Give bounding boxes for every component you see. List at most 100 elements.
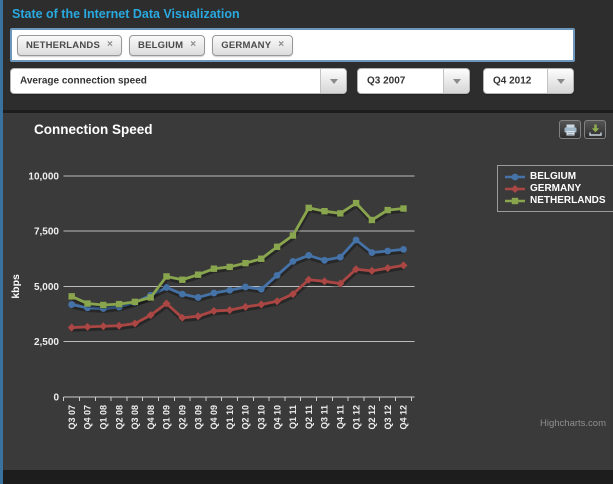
data-point-marker[interactable] (352, 265, 361, 274)
x-axis-tick-label: Q3 09 (193, 405, 203, 430)
page-title: State of the Internet Data Visualization (12, 7, 240, 21)
data-point-marker[interactable] (304, 275, 313, 284)
metric-select-arrow-button[interactable] (320, 69, 346, 93)
x-axis-tick-label: Q4 07 (83, 405, 93, 430)
download-chart-button[interactable] (584, 120, 606, 139)
legend-item-germany[interactable]: GERMANY (505, 183, 606, 194)
metric-select[interactable]: Average connection speed (10, 68, 347, 94)
data-point-marker[interactable] (210, 265, 218, 272)
data-point-marker[interactable] (100, 301, 107, 309)
data-point-marker[interactable] (241, 302, 250, 311)
data-point-marker[interactable] (194, 312, 203, 321)
y-axis-title: kbps (10, 274, 22, 299)
chart-panel: Connection Speed 0 2,500 5,000 7,500 10,000 k… (3, 113, 613, 470)
data-point-marker[interactable] (130, 319, 139, 328)
connection-speed-chart[interactable]: 0 2,500 5,000 7,500 10,000 kbps Q3 07 Q4 07 Q1 0… (3, 113, 613, 470)
data-point-marker[interactable] (273, 297, 282, 306)
data-point-marker[interactable] (194, 271, 202, 278)
start-quarter-value: Q3 2007 (367, 75, 406, 87)
legend-item-netherlands[interactable]: NETHERLANDS (505, 195, 606, 206)
window-edge-strip (0, 0, 3, 484)
data-point-marker[interactable] (400, 205, 407, 212)
remove-tag-icon[interactable]: × (106, 39, 114, 50)
data-point-marker[interactable] (273, 243, 281, 251)
data-point-marker[interactable] (399, 261, 408, 270)
data-point-marker[interactable] (146, 311, 155, 320)
series-line-germany[interactable] (71, 264, 404, 329)
data-point-marker[interactable] (305, 252, 313, 259)
series-line-belgium[interactable] (71, 238, 404, 310)
data-point-marker[interactable] (321, 256, 328, 264)
tag-germany[interactable]: GERMANY × (212, 34, 294, 56)
data-point-marker[interactable] (147, 294, 154, 301)
end-quarter-select[interactable]: Q4 2012 (483, 68, 574, 94)
data-point-marker[interactable] (84, 300, 91, 307)
data-point-marker[interactable] (257, 285, 265, 293)
start-select-arrow-button[interactable] (443, 69, 469, 93)
data-point-marker[interactable] (225, 306, 234, 315)
data-point-marker[interactable] (226, 286, 234, 294)
start-quarter-select[interactable]: Q3 2007 (357, 68, 470, 94)
data-point-marker[interactable] (384, 206, 391, 214)
series-line-netherlands[interactable] (71, 201, 404, 307)
data-point-marker[interactable] (289, 258, 297, 265)
data-point-marker[interactable] (336, 253, 344, 261)
country-tags-input[interactable]: NETHERLANDS × BELGIUM × GERMANY × (10, 28, 575, 62)
data-point-marker[interactable] (321, 207, 328, 215)
data-point-marker[interactable] (68, 301, 76, 308)
data-point-marker[interactable] (226, 263, 233, 271)
metric-select-value: Average connection speed (20, 75, 147, 87)
data-point-marker[interactable] (320, 277, 329, 286)
data-point-marker[interactable] (83, 322, 92, 331)
data-point-marker[interactable] (115, 321, 124, 330)
x-axis-tick-label: Q1 09 (162, 405, 172, 430)
data-point-marker[interactable] (209, 306, 218, 315)
data-point-marker[interactable] (305, 204, 312, 212)
data-point-marker[interactable] (288, 290, 297, 299)
data-point-marker[interactable] (273, 271, 281, 279)
data-point-marker[interactable] (242, 259, 249, 267)
data-point-marker[interactable] (115, 300, 123, 308)
legend-label: GERMANY (530, 183, 582, 194)
data-point-marker[interactable] (163, 273, 170, 280)
data-point-marker[interactable] (258, 255, 265, 262)
data-point-marker[interactable] (400, 245, 407, 253)
data-point-marker[interactable] (194, 294, 202, 301)
chevron-down-icon (329, 78, 338, 84)
end-select-arrow-button[interactable] (547, 69, 573, 93)
series-line-shadow (72, 265, 405, 332)
legend-item-belgium[interactable]: BELGIUM (505, 171, 606, 182)
data-point-marker[interactable] (368, 249, 376, 256)
data-point-marker[interactable] (162, 299, 171, 308)
data-point-marker[interactable] (131, 298, 139, 306)
data-point-marker[interactable] (383, 264, 392, 273)
data-point-marker[interactable] (257, 300, 266, 309)
data-point-marker[interactable] (336, 279, 345, 288)
header: State of the Internet Data Visualization… (3, 0, 613, 110)
data-point-marker[interactable] (368, 216, 376, 224)
x-axis-tick-label: Q2 09 (178, 405, 188, 430)
data-point-marker[interactable] (178, 313, 187, 322)
data-point-marker[interactable] (352, 199, 360, 207)
data-point-marker[interactable] (337, 210, 344, 217)
data-point-marker[interactable] (178, 290, 186, 298)
data-point-marker[interactable] (242, 283, 249, 291)
data-point-marker[interactable] (67, 323, 76, 332)
remove-tag-icon[interactable]: × (190, 39, 197, 50)
data-point-marker[interactable] (179, 276, 186, 283)
data-point-marker[interactable] (384, 247, 392, 255)
data-point-marker[interactable] (163, 284, 170, 291)
data-point-marker[interactable] (352, 236, 360, 244)
tag-label: NETHERLANDS (26, 39, 100, 51)
print-chart-button[interactable] (559, 120, 581, 139)
data-point-marker[interactable] (99, 322, 108, 331)
data-point-marker[interactable] (68, 293, 75, 300)
data-point-marker[interactable] (210, 289, 218, 297)
tag-netherlands[interactable]: NETHERLANDS × (17, 34, 123, 56)
highcharts-credit[interactable]: Highcharts.com (540, 418, 606, 429)
data-point-marker[interactable] (289, 232, 297, 239)
remove-tag-icon[interactable]: × (278, 39, 285, 50)
tag-belgium[interactable]: BELGIUM × (129, 34, 206, 56)
y-axis-tick-label: 10,000 (28, 171, 59, 182)
data-point-marker[interactable] (367, 266, 376, 275)
